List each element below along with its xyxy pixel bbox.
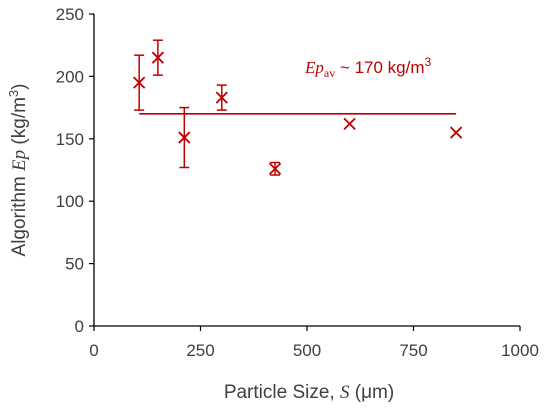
data-point-stroke xyxy=(215,91,228,104)
data-point-stroke xyxy=(449,126,463,139)
annotation-text: ~ 170 kg/m xyxy=(335,58,424,77)
x-tick-label: 0 xyxy=(89,341,98,360)
y-tick-label: 200 xyxy=(56,67,84,86)
tick-labels: 0 50 100 150 200 250 0 250 500 750 1000 xyxy=(56,5,539,360)
x-axis-title-prefix: Particle Size, xyxy=(224,382,340,403)
data-point xyxy=(151,51,165,64)
data-markers xyxy=(133,51,463,175)
data-point xyxy=(268,162,282,175)
y-tick-label: 100 xyxy=(56,192,84,211)
x-axis-title: Particle Size, S (μm) xyxy=(224,382,394,403)
y-tick-label: 50 xyxy=(65,255,84,274)
x-tick-label: 500 xyxy=(293,341,321,360)
average-annotation: Epav ~ 170 kg/m3 xyxy=(304,55,432,80)
y-axis-title-sup: 3 xyxy=(6,90,21,97)
data-point xyxy=(178,131,191,144)
x-axis-title-symbol: S xyxy=(340,382,350,403)
data-point-stroke xyxy=(151,51,165,64)
x-tick-label: 750 xyxy=(399,341,427,360)
y-axis-title: Algorithm Ep (kg/m3) xyxy=(6,84,31,257)
y-tick-label: 250 xyxy=(56,5,84,24)
x-tick-label: 250 xyxy=(186,341,214,360)
annotation-sup: 3 xyxy=(425,55,432,69)
data-point-stroke xyxy=(133,76,146,89)
x-tick-label: 1000 xyxy=(501,341,539,360)
y-axis-title-close: ) xyxy=(9,84,30,90)
x-axis-title-suffix: (μm) xyxy=(349,382,394,403)
data-point xyxy=(449,126,463,139)
axes xyxy=(89,13,521,331)
data-point xyxy=(343,117,356,130)
annotation-symbol: Ep xyxy=(304,58,324,77)
y-tick-label: 150 xyxy=(56,130,84,149)
data-point-stroke xyxy=(343,117,356,130)
y-axis-title-symbol: Ep xyxy=(9,150,30,172)
data-point-stroke xyxy=(178,131,191,144)
data-point xyxy=(215,91,228,104)
y-axis-title-suffix: (kg/m xyxy=(9,97,30,150)
data-point-stroke xyxy=(268,162,282,175)
y-axis-title-prefix: Algorithm xyxy=(9,171,30,257)
data-point xyxy=(133,76,146,89)
annotation-subscript: av xyxy=(324,66,335,80)
y-tick-label: 0 xyxy=(75,317,84,336)
